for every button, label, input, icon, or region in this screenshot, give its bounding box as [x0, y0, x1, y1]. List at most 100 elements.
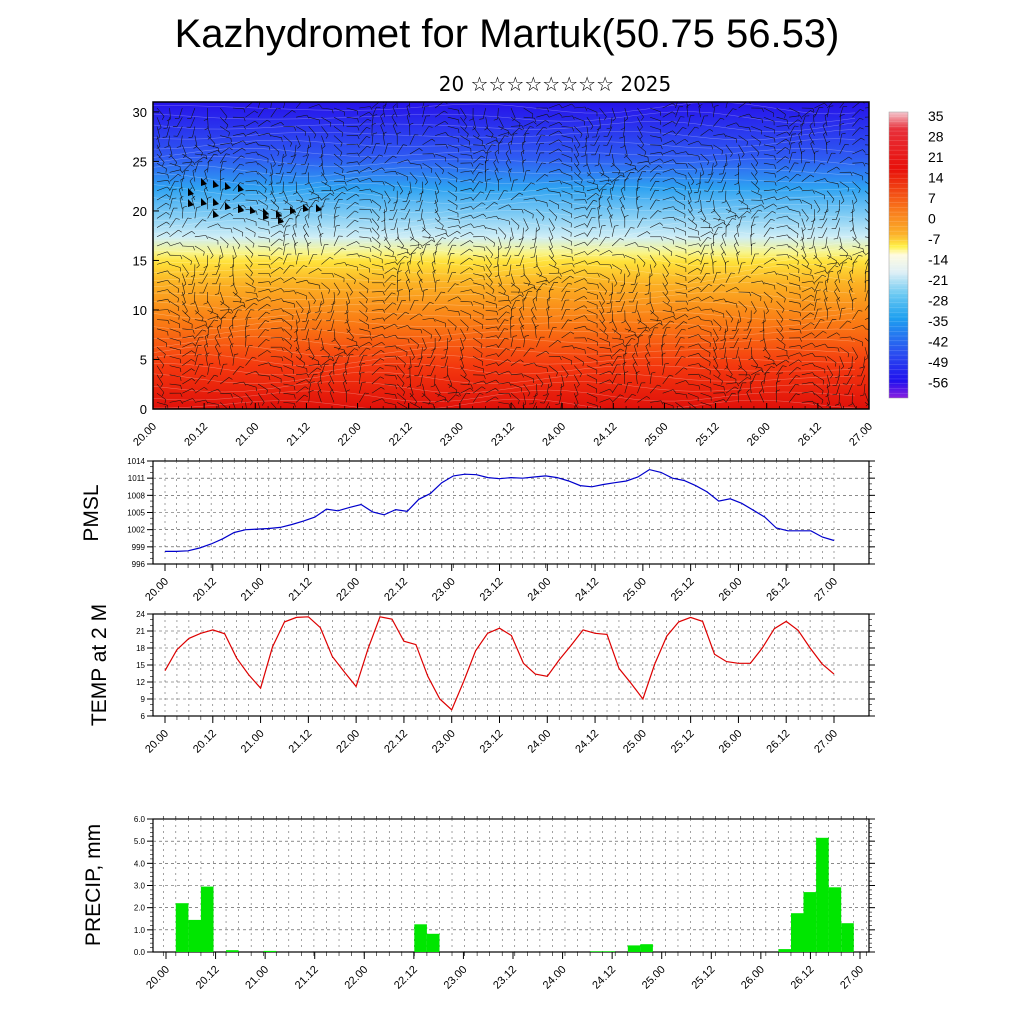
- wind-barb-flag: [264, 179, 267, 184]
- wind-barb-flag: [514, 254, 519, 256]
- wind-barb: [713, 144, 723, 151]
- wind-barb-flag: [584, 337, 587, 342]
- wind-barb-flag: [379, 367, 384, 370]
- wind-barb: [190, 117, 196, 128]
- wind-barb: [422, 138, 433, 146]
- wind-barb-flag: [811, 342, 815, 347]
- wind-barb: [346, 344, 358, 348]
- wind-barb: [333, 273, 345, 279]
- wind-barb: [371, 386, 382, 394]
- wind-barb-flag: [787, 244, 790, 249]
- wind-barb-flag: [854, 200, 858, 204]
- wind-barb: [763, 247, 772, 256]
- wind-barb: [182, 161, 194, 164]
- cross-x-tick-label: 20.00: [131, 421, 159, 449]
- wind-barb-flag: [710, 210, 715, 214]
- wind-barb: [836, 383, 840, 395]
- wind-barb: [738, 310, 742, 322]
- wind-pennant: [201, 198, 207, 206]
- wind-barb-flag: [557, 276, 562, 280]
- wind-barb-flag: [780, 328, 784, 333]
- pmsl-series-line: [165, 468, 835, 553]
- wind-barb-flag: [634, 343, 638, 347]
- wind-barb: [397, 245, 408, 250]
- wind-barb: [864, 153, 869, 155]
- wind-barb: [294, 244, 297, 256]
- wind-barb: [169, 374, 181, 378]
- wind-barb: [523, 197, 535, 201]
- wind-barb-flag: [770, 366, 775, 369]
- wind-barb-flag: [577, 144, 581, 149]
- wind-barb: [532, 393, 537, 404]
- wind-barb-flag: [736, 223, 741, 227]
- wind-barb-flag: [188, 136, 193, 138]
- wind-barb-flag: [196, 265, 200, 269]
- wind-barb-flag: [496, 137, 498, 142]
- wind-barb-flag: [268, 281, 272, 286]
- wind-barb: [561, 374, 565, 386]
- wind-barb: [675, 380, 686, 385]
- wind-barb-flag: [192, 168, 197, 172]
- wind-barb: [384, 245, 394, 253]
- wind-barb: [194, 301, 199, 312]
- wind-barb: [624, 338, 632, 348]
- wind-barb-flag: [836, 297, 841, 301]
- wind-barb-flag: [480, 344, 483, 349]
- wind-barb: [307, 244, 309, 256]
- y-tick-label: 2.0: [134, 904, 146, 913]
- wind-barb-flag: [824, 270, 828, 274]
- wind-barb: [599, 225, 602, 237]
- wind-barb-flag: [303, 363, 306, 367]
- wind-barb: [826, 365, 833, 376]
- wind-barb: [839, 190, 845, 202]
- wind-barb: [523, 182, 532, 191]
- wind-barb-flag: [382, 300, 385, 305]
- wind-barb-flag: [548, 385, 553, 389]
- wind-barb-flag: [392, 302, 397, 305]
- wind-barb: [346, 107, 358, 112]
- wind-barb-flag: [637, 320, 642, 324]
- wind-barb-flag: [714, 105, 719, 107]
- wind-barb: [371, 236, 381, 245]
- wind-barb: [333, 351, 345, 357]
- wind-barb: [447, 107, 459, 111]
- cross-x-tick-label: 25.12: [694, 421, 722, 449]
- wind-barb: [346, 282, 353, 293]
- wind-barb-flag: [232, 316, 237, 319]
- wind-barb-flag: [610, 179, 613, 184]
- wind-barb: [751, 135, 761, 142]
- wind-barb: [418, 356, 423, 367]
- wind-barb-flag: [280, 223, 285, 228]
- wind-barb-flag: [593, 200, 598, 202]
- wind-barb-flag: [816, 289, 821, 291]
- wind-barb-flag: [357, 110, 359, 115]
- wind-pennant: [278, 216, 284, 224]
- wind-barb: [498, 126, 509, 132]
- wind-barb: [536, 264, 543, 275]
- wind-barb-flag: [521, 149, 525, 153]
- wind-barb: [586, 260, 598, 265]
- wind-barb: [649, 273, 651, 285]
- wind-barb: [700, 308, 712, 311]
- wind-barb-flag: [237, 245, 241, 249]
- wind-barb: [561, 331, 571, 339]
- wind-barb-flag: [681, 328, 686, 331]
- wind-barb-flag: [772, 211, 776, 214]
- wind-barb: [397, 346, 408, 353]
- wind-barb: [548, 209, 557, 218]
- wind-barb-flag: [220, 178, 225, 181]
- wind-barb-flag: [672, 120, 676, 124]
- wind-barb-flag: [444, 110, 448, 114]
- wind-barb: [736, 347, 739, 359]
- wind-barb: [498, 282, 506, 292]
- wind-barb: [586, 402, 598, 406]
- wind-barb-flag: [192, 388, 196, 392]
- wind-barb: [407, 218, 411, 230]
- wind-barb-flag: [395, 256, 397, 261]
- wind-barb-flag: [203, 302, 208, 305]
- wind-barb: [397, 402, 407, 408]
- wind-barb-flag: [360, 371, 365, 374]
- wind-barb: [788, 245, 799, 253]
- wind-barb: [409, 356, 412, 368]
- wind-barb: [531, 318, 537, 329]
